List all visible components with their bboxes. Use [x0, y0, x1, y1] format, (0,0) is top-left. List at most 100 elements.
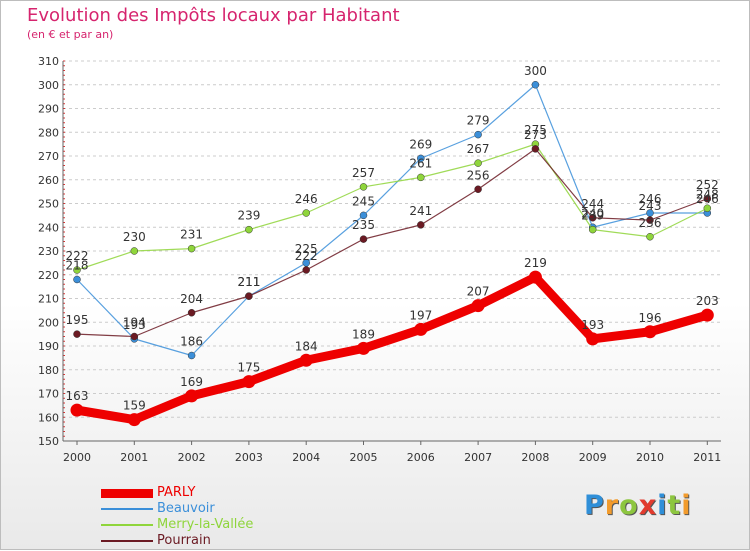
data-label-beauvoir: 246: [696, 192, 719, 206]
data-label-pourrain: 252: [696, 178, 719, 192]
data-label-pourrain: 244: [581, 197, 604, 211]
data-label-pourrain: 195: [66, 313, 89, 327]
data-label-parly: 193: [581, 318, 604, 332]
y-tick-label: 250: [38, 198, 59, 211]
data-label-pourrain: 235: [352, 218, 375, 232]
data-label-merry-la-vall-e: 222: [66, 249, 89, 263]
legend-item-beauvoir: Beauvoir: [101, 501, 253, 517]
data-label-merry-la-vall-e: 239: [581, 209, 604, 223]
data-label-beauvoir: 218: [66, 259, 89, 273]
data-point-pourrain: [474, 185, 482, 193]
data-point-beauvoir: [73, 275, 81, 284]
logo-letter: i: [657, 490, 668, 521]
legend-swatch: [101, 524, 153, 526]
data-label-pourrain: 273: [524, 128, 547, 142]
data-point-pourrain: [588, 214, 597, 222]
axis-layer: 150 160 170 180 190 200 210 220 230 240 250 260 270 2…: [38, 55, 721, 464]
y-tick-label: 190: [38, 340, 59, 353]
legend-label: PARLY: [157, 485, 196, 500]
logo-letter: x: [638, 490, 658, 521]
data-label-pourrain: 243: [639, 199, 662, 213]
data-point-merry-la-vall-e: [130, 247, 139, 255]
data-label-pourrain: 256: [467, 168, 490, 182]
x-tick-label: 2003: [235, 451, 263, 464]
data-point-pourrain: [531, 145, 540, 153]
y-tick-label: 240: [38, 221, 59, 234]
legend-item-parly: PARLY: [101, 485, 253, 501]
data-label-merry-la-vall-e: 230: [123, 230, 146, 244]
data-point-parly: [127, 413, 141, 427]
legend-label: Merry-la-Vallée: [157, 517, 254, 532]
data-point-pourrain: [73, 330, 81, 338]
series-line-pourrain: [76, 148, 708, 338]
y-tick-label: 200: [38, 316, 59, 329]
chart-title: Evolution des Impôts locaux par Habitant: [27, 5, 400, 26]
data-point-pourrain: [417, 221, 425, 229]
data-label-beauvoir: 279: [467, 114, 490, 128]
data-point-beauvoir: [187, 351, 196, 360]
data-label-merry-la-vall-e: 261: [409, 156, 432, 170]
legend: PARLY Beauvoir Merry-la-Vallée Pourrain: [101, 485, 253, 549]
data-point-parly: [70, 403, 84, 417]
legend-swatch: [101, 488, 153, 498]
data-label-beauvoir: 269: [409, 137, 432, 151]
y-tick-label: 150: [38, 435, 59, 448]
series-line-merry-la-vall-e: [76, 143, 708, 271]
data-point-pourrain: [703, 195, 712, 203]
data-point-parly: [185, 389, 199, 403]
data-point-beauvoir: [531, 81, 540, 89]
data-label-pourrain: 241: [409, 204, 432, 218]
series-layer: [70, 81, 714, 427]
data-label-merry-la-vall-e: 267: [467, 142, 490, 156]
y-tick-label: 180: [38, 364, 59, 377]
data-point-pourrain: [245, 292, 253, 300]
data-point-parly: [586, 332, 600, 346]
grid-layer: [63, 60, 721, 442]
y-tick-label: 210: [38, 293, 59, 306]
logo-letter: t: [667, 490, 682, 521]
data-label-parly: 159: [123, 399, 146, 413]
data-point-pourrain: [130, 332, 139, 341]
series-line-beauvoir: [76, 84, 708, 357]
x-tick-label: 2005: [350, 451, 378, 464]
y-tick-label: 290: [38, 103, 59, 116]
data-label-merry-la-vall-e: 248: [696, 187, 719, 201]
y-tick-label: 260: [38, 174, 59, 187]
y-tick-label: 280: [38, 126, 59, 139]
chart-subtitle: (en € et par an): [27, 28, 114, 41]
data-label-merry-la-vall-e: 246: [295, 192, 318, 206]
legend-item-pourrain: Pourrain: [101, 533, 253, 549]
data-label-parly: 197: [409, 308, 432, 322]
data-point-merry-la-vall-e: [73, 266, 81, 274]
data-point-parly: [700, 308, 714, 322]
data-point-merry-la-vall-e: [703, 204, 712, 212]
data-point-merry-la-vall-e: [646, 233, 654, 241]
data-label-beauvoir: 245: [352, 194, 375, 208]
x-tick-label: 2008: [521, 451, 549, 464]
data-point-pourrain: [187, 309, 196, 317]
x-tick-label: 2004: [292, 451, 320, 464]
y-tick-label: 160: [38, 411, 59, 424]
data-point-pourrain: [302, 266, 310, 274]
data-point-beauvoir: [359, 211, 368, 220]
data-point-parly: [528, 270, 542, 284]
legend-label: Pourrain: [157, 533, 211, 548]
data-label-merry-la-vall-e: 231: [180, 228, 203, 242]
data-label-beauvoir: 300: [524, 64, 547, 78]
data-label-beauvoir: 240: [581, 206, 604, 220]
data-label-merry-la-vall-e: 275: [524, 123, 547, 137]
data-point-parly: [242, 375, 256, 389]
data-point-pourrain: [359, 235, 368, 243]
data-point-beauvoir: [417, 154, 425, 163]
logo-letter: i: [681, 490, 692, 521]
data-label-parly: 184: [295, 339, 318, 353]
data-label-beauvoir: 246: [639, 192, 662, 206]
legend-swatch: [101, 508, 153, 510]
series-line-parly: [72, 272, 712, 425]
data-label-beauvoir: 186: [180, 335, 203, 349]
data-point-parly: [471, 299, 485, 313]
y-tick-label: 270: [38, 150, 59, 163]
y-tick-label: 230: [38, 245, 59, 258]
data-point-parly: [643, 325, 657, 339]
